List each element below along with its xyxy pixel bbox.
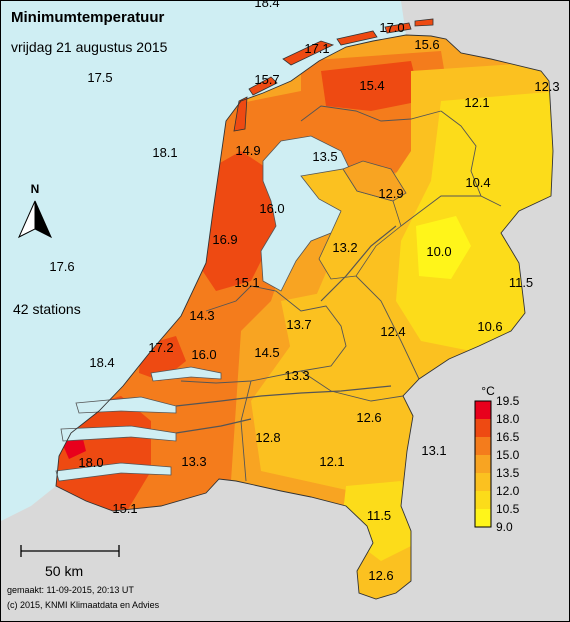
station-value: 13.2	[332, 240, 357, 255]
wadden-islands	[233, 18, 434, 132]
station-value: 10.4	[465, 175, 490, 190]
station-value: 16.9	[212, 232, 237, 247]
map-title: Minimumtemperatuur	[11, 9, 165, 26]
zeeland-waters	[55, 366, 222, 482]
nl-outline	[55, 34, 554, 600]
station-value: 13.5	[312, 149, 337, 164]
station-value: 17.1	[304, 41, 329, 56]
station-value: 13.1	[421, 443, 446, 458]
station-value: 16.0	[259, 201, 284, 216]
station-value: 10.6	[477, 319, 502, 334]
station-value: 16.0	[191, 347, 216, 362]
legend-tick: 12.0	[496, 484, 520, 498]
station-value: 12.8	[255, 430, 280, 445]
station-value: 17.5	[87, 70, 112, 85]
station-value: 14.9	[235, 143, 260, 158]
legend-swatch	[475, 437, 491, 455]
station-value: 18.4	[254, 1, 279, 10]
station-value: 15.4	[359, 78, 384, 93]
legend-swatch	[475, 509, 491, 527]
station-value: 12.6	[356, 410, 381, 425]
station-value: 13.7	[286, 317, 311, 332]
north-arrow-icon: N	[17, 182, 53, 239]
legend-swatch	[475, 473, 491, 491]
station-value: 11.5	[509, 275, 533, 290]
station-value: 12.1	[319, 454, 344, 469]
station-value: 17.2	[148, 340, 173, 355]
station-value: 12.1	[464, 95, 489, 110]
station-value: 12.6	[368, 568, 393, 583]
station-value: 17.6	[49, 259, 74, 274]
station-value: 15.1	[112, 501, 137, 516]
station-labels: 18.4 17.0 17.1 15.6 17.5 15.7 15.4 12.1 12.3 18.1…	[49, 1, 559, 583]
legend-swatch	[475, 401, 491, 419]
legend-tick: 18.0	[496, 412, 520, 426]
station-value: 14.3	[189, 308, 214, 323]
station-value: 15.6	[414, 37, 439, 52]
station-value: 14.5	[254, 345, 279, 360]
legend-frame	[474, 400, 492, 528]
province-borders	[180, 105, 502, 482]
legend-tick: 15.0	[496, 448, 520, 462]
station-value: 12.4	[380, 324, 405, 339]
scale-label: 50 km	[45, 563, 84, 579]
legend: °C 19.5 18.0 16.5 15.0 13.5 12.0 10.5 9.0	[474, 384, 520, 534]
station-value: 18.4	[89, 355, 114, 370]
legend-tick: 19.5	[496, 394, 520, 408]
legend-swatch	[475, 419, 491, 437]
legend-swatch	[475, 455, 491, 473]
station-value: 15.1	[234, 275, 259, 290]
station-value: 13.3	[181, 454, 206, 469]
rivers	[175, 225, 397, 434]
legend-tick: 13.5	[496, 466, 520, 480]
north-label: N	[31, 182, 40, 196]
legend-tick: 10.5	[496, 502, 520, 516]
station-value: 10.0	[426, 244, 451, 259]
legend-tick: 16.5	[496, 430, 520, 444]
footer-made: gemaakt: 11-09-2015, 20:13 UT	[7, 585, 134, 595]
legend-tick: 9.0	[496, 520, 513, 534]
station-value: 17.0	[379, 20, 404, 35]
footer-copyright: (c) 2015, KNMI Klimaatdata en Advies	[7, 600, 160, 610]
station-value: 15.7	[254, 72, 279, 87]
scale-bar	[20, 545, 120, 557]
station-count: 42 stations	[13, 301, 81, 317]
station-value: 18.0	[78, 455, 103, 470]
station-value: 12.3	[534, 79, 559, 94]
legend-swatch	[475, 491, 491, 509]
station-value: 12.9	[378, 186, 403, 201]
legend-unit: °C	[481, 384, 495, 398]
station-value: 18.1	[152, 145, 177, 160]
station-value: 13.3	[284, 368, 309, 383]
noordoostpolder	[342, 160, 407, 202]
map-subtitle: vrijdag 21 augustus 2015	[11, 39, 168, 55]
station-value: 11.5	[367, 508, 391, 523]
